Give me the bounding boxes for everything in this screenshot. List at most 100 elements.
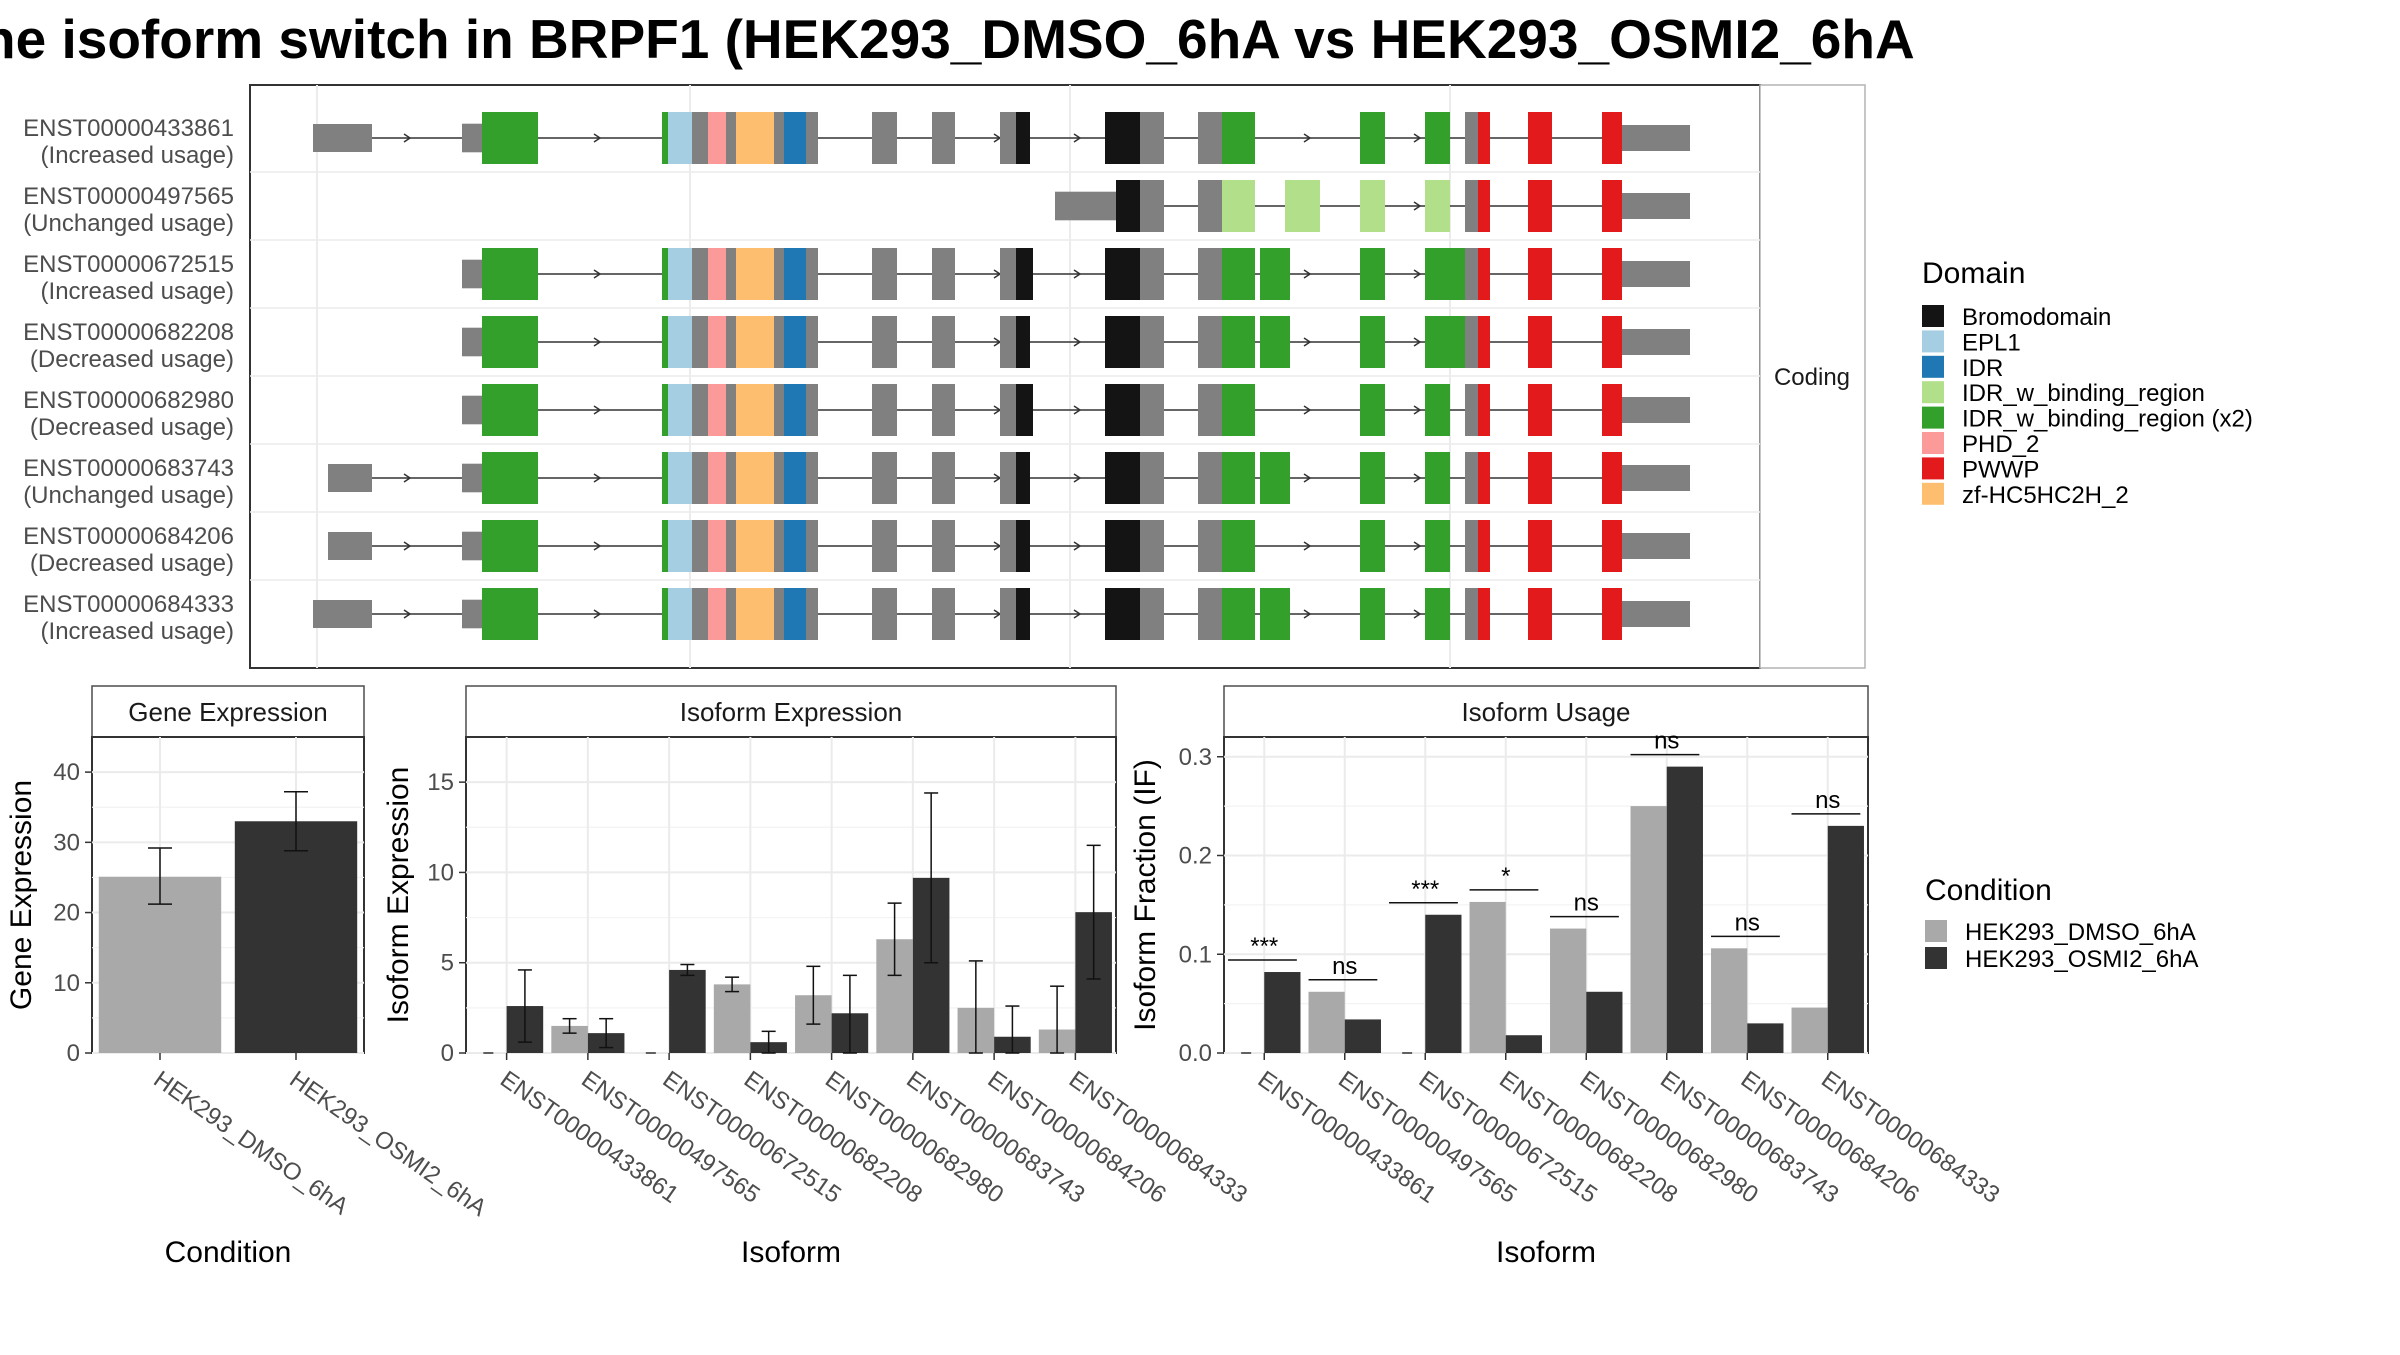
legend-label: HEK293_DMSO_6hA bbox=[1965, 919, 2196, 946]
legend-swatch bbox=[1922, 330, 1944, 353]
transcript-id-label: ENST00000682980 bbox=[23, 387, 234, 414]
bar bbox=[1308, 991, 1345, 1053]
domain-block bbox=[1105, 248, 1140, 300]
exon-block bbox=[726, 520, 736, 572]
exon-block bbox=[774, 588, 784, 640]
domain-block bbox=[1016, 384, 1033, 436]
legend-label: PHD_2 bbox=[1962, 431, 2039, 458]
transcript-row: ENST00000682208(Decreased usage) bbox=[23, 307, 1760, 373]
domain-block bbox=[1222, 180, 1255, 232]
domain-block bbox=[482, 588, 538, 640]
exon-block bbox=[1198, 520, 1222, 572]
domain-block bbox=[1478, 180, 1490, 232]
y-tick-label: 20 bbox=[53, 900, 80, 927]
significance-label: *** bbox=[1250, 933, 1278, 960]
exon-block bbox=[1465, 316, 1478, 368]
transcript-usage-label: (Increased usage) bbox=[41, 278, 234, 305]
strand-arrow bbox=[1073, 609, 1082, 619]
y-axis-label: Isoform Fraction (IF) bbox=[1129, 759, 1162, 1031]
legend-swatch bbox=[1922, 305, 1944, 327]
strand-arrow bbox=[1073, 269, 1082, 279]
domain-block bbox=[1105, 112, 1140, 164]
exon-block bbox=[692, 588, 708, 640]
strand-arrow bbox=[1303, 541, 1312, 551]
domain-block bbox=[1222, 452, 1255, 504]
isoform-expression-panel: Isoform Expression051015ENST00000433861E… bbox=[382, 685, 1252, 1269]
transcript-id-label: ENST00000433861 bbox=[23, 115, 234, 142]
exon-block bbox=[774, 384, 784, 436]
domain-block bbox=[784, 384, 806, 436]
transcript-id-label: ENST00000683743 bbox=[23, 455, 234, 482]
legend-label: IDR_w_binding_region (x2) bbox=[1962, 406, 2253, 433]
exon-block bbox=[806, 452, 818, 504]
domain-block bbox=[482, 384, 538, 436]
domain-block bbox=[1602, 248, 1622, 300]
domain-block bbox=[1260, 588, 1290, 640]
bar bbox=[1747, 1023, 1784, 1053]
domain-block bbox=[1016, 112, 1030, 164]
gene-expression-panel: Gene Expression010203040HEK293_DMSO_6hAH… bbox=[5, 685, 491, 1269]
exon-block bbox=[1140, 384, 1164, 436]
domain-block bbox=[1360, 520, 1385, 572]
bar bbox=[713, 984, 751, 1053]
exon-block bbox=[1000, 112, 1016, 164]
domain-block bbox=[708, 588, 726, 640]
strand-arrow bbox=[1413, 609, 1422, 619]
transcript-usage-label: (Increased usage) bbox=[41, 142, 234, 169]
strip-coding-box bbox=[1759, 84, 1866, 669]
domain-block bbox=[1260, 452, 1290, 504]
significance-label: ns bbox=[1815, 787, 1840, 814]
domain-block bbox=[736, 316, 774, 368]
exon-block bbox=[1198, 452, 1222, 504]
strand-arrow bbox=[1073, 473, 1082, 483]
legend-swatch bbox=[1922, 406, 1944, 429]
exon-block bbox=[872, 316, 897, 368]
domain-block bbox=[784, 112, 806, 164]
exon-block bbox=[1622, 601, 1690, 627]
domain-block bbox=[662, 452, 668, 504]
y-tick-label: 30 bbox=[53, 829, 80, 856]
y-tick-label: 0.1 bbox=[1179, 941, 1212, 968]
isoform-usage-panel: Isoform Usage0.00.10.20.3***ENST00000433… bbox=[1129, 685, 2005, 1269]
plot-frame bbox=[465, 736, 1117, 1054]
strand-arrow bbox=[593, 405, 602, 415]
figure-title: he isoform switch in BRPF1 (HEK293_DMSO_… bbox=[0, 8, 1915, 70]
exon-block bbox=[1465, 588, 1478, 640]
domain-block bbox=[668, 316, 692, 368]
exon-block bbox=[462, 123, 485, 153]
strand-arrow bbox=[1413, 337, 1422, 347]
strand-arrow bbox=[1413, 201, 1422, 211]
domain-block bbox=[1016, 248, 1033, 300]
strand-arrow bbox=[1413, 405, 1422, 415]
transcript-usage-label: (Unchanged usage) bbox=[23, 210, 234, 237]
strand-arrow bbox=[1073, 133, 1082, 143]
domain-block bbox=[1425, 248, 1465, 300]
strand-arrow bbox=[593, 541, 602, 551]
domain-block bbox=[1222, 588, 1255, 640]
bar bbox=[1586, 991, 1623, 1053]
bar bbox=[1791, 1007, 1828, 1053]
domain-block bbox=[1478, 112, 1490, 164]
exon-block bbox=[806, 248, 818, 300]
domain-block bbox=[1602, 452, 1622, 504]
panel-strip bbox=[465, 685, 1117, 738]
domain-block bbox=[482, 112, 538, 164]
domain-block bbox=[1016, 316, 1030, 368]
strand-arrow bbox=[1303, 473, 1312, 483]
domain-block bbox=[1360, 180, 1385, 232]
domain-block bbox=[1425, 588, 1450, 640]
legend-swatch bbox=[1925, 947, 1947, 969]
transcript-row: ENST00000497565(Unchanged usage) bbox=[23, 171, 1760, 237]
domain-block bbox=[1528, 384, 1552, 436]
transcript-id-label: ENST00000497565 bbox=[23, 183, 234, 210]
exon-block bbox=[1465, 452, 1478, 504]
strand-arrow bbox=[1303, 269, 1312, 279]
y-tick-label: 0.2 bbox=[1179, 843, 1212, 870]
bar bbox=[1550, 928, 1587, 1053]
domain-block bbox=[784, 248, 806, 300]
transcript-usage-label: (Increased usage) bbox=[41, 618, 234, 645]
y-tick-label: 15 bbox=[427, 769, 454, 796]
domain-block bbox=[662, 520, 668, 572]
y-axis-label: Isoform Expression bbox=[382, 767, 415, 1024]
domain-block bbox=[668, 452, 692, 504]
